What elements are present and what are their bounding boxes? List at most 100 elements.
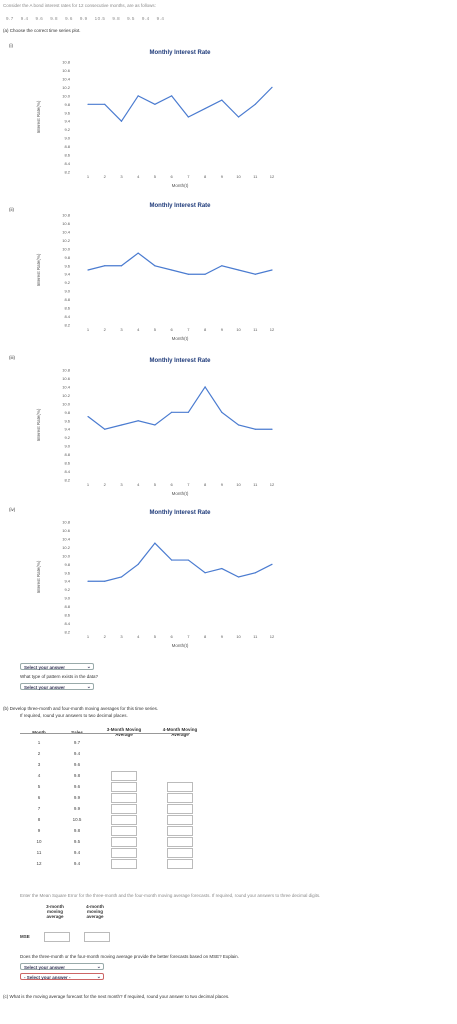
y-tick-label: 9.2 [64, 280, 70, 285]
explanation-select[interactable]: - Select your answer - ⌄ [20, 973, 104, 980]
y-tick-label: 10.6 [62, 221, 71, 226]
data-point [120, 576, 123, 578]
y-tick-label: 9.2 [64, 435, 70, 440]
x-tick-label: 4 [137, 634, 140, 639]
ma3-cell [96, 836, 152, 847]
ma3-input[interactable] [111, 803, 137, 814]
data-point [104, 265, 106, 267]
y-tick-label: 8.2 [64, 323, 70, 328]
ma4-input[interactable] [167, 836, 193, 847]
ma4-input[interactable] [167, 781, 193, 792]
plot-option-iii[interactable]: (iii) [9, 355, 15, 360]
y-tick-label: 8.6 [64, 153, 70, 158]
data-point [154, 542, 156, 544]
x-tick-label: 2 [104, 174, 107, 179]
month-cell: 8 [37, 817, 41, 822]
series-line [87, 385, 272, 430]
x-tick-label: 4 [137, 482, 140, 487]
sales-cell: 9.6 [73, 762, 81, 767]
y-tick-label: 10.2 [62, 393, 71, 398]
y-tick-label: 10.8 [62, 520, 71, 525]
data-value: 10.5 [94, 16, 106, 21]
data-point [104, 428, 106, 430]
table-row: 6 9.9 [20, 792, 208, 803]
data-point [137, 563, 139, 565]
ma3-cell [96, 792, 152, 803]
series-line [87, 252, 273, 275]
mse-3month-input[interactable] [44, 932, 70, 942]
data-value: 9.4 [20, 16, 29, 21]
ma3-input[interactable] [111, 858, 137, 869]
series-line [88, 542, 273, 582]
x-tick-label: 9 [221, 174, 224, 179]
y-tick-label: 10.8 [62, 213, 71, 218]
pattern-select[interactable]: Select your answer ⌄ [20, 683, 94, 690]
ma4-input[interactable] [167, 803, 193, 814]
data-value: 9.6 [65, 16, 73, 21]
data-value: 9.4 [156, 16, 165, 21]
data-point [87, 269, 89, 271]
data-point [237, 424, 240, 426]
mse-4month-input[interactable] [84, 932, 110, 942]
table-row: 5 9.6 [20, 781, 208, 792]
ma3-cell [96, 825, 152, 836]
y-tick-label: 10.2 [62, 545, 71, 550]
x-axis-label: Month(t) [172, 336, 189, 341]
data-point [154, 265, 156, 267]
x-tick-label: 7 [187, 174, 190, 179]
y-tick-label: 9.6 [64, 110, 70, 115]
chart-title: Monthly Interest Rate [149, 203, 211, 209]
data-value: 9.6 [35, 16, 44, 21]
y-tick-label: 8.8 [64, 297, 70, 302]
y-tick-label: 9.8 [64, 562, 70, 567]
plot-option-ii[interactable]: (ii) [9, 207, 14, 212]
y-tick-label: 10.4 [62, 536, 71, 541]
ma4-input[interactable] [167, 825, 193, 836]
ma3-input[interactable] [111, 847, 137, 858]
x-tick-label: 3 [120, 174, 123, 179]
x-tick-label: 1 [87, 634, 90, 639]
series-line [88, 86, 273, 123]
data-point [154, 103, 156, 105]
table-row: 7 9.9 [20, 803, 208, 814]
data-point [237, 269, 240, 271]
plot-option-i[interactable]: (i) [9, 43, 13, 48]
x-tick-label: 1 [87, 174, 90, 179]
x-tick-label: 6 [171, 482, 174, 487]
y-tick-label: 9.0 [64, 289, 70, 294]
ma4-input[interactable] [167, 814, 193, 825]
chart-title: Monthly Interest Rate [149, 358, 211, 364]
ma3-input[interactable] [111, 770, 137, 781]
data-point [221, 99, 223, 101]
month-cell: 2 [37, 751, 41, 756]
data-point [254, 103, 256, 105]
plot-select[interactable]: Select your answer ⌄ [20, 663, 94, 670]
data-values-row: 9.7 9.4 9.6 9.8 9.6 9.9 10.5 9.8 9.5 9.4 9.4 [6, 16, 171, 21]
ma3-input[interactable] [111, 836, 137, 847]
better-forecast-select-value: Select your answer [24, 965, 66, 970]
month-cell: 10 [36, 839, 42, 844]
month-cell: 3 [37, 762, 41, 767]
ma3-input[interactable] [111, 781, 137, 792]
plot-option-iv[interactable]: (iv) [9, 507, 16, 512]
data-point [254, 273, 256, 275]
x-tick-label: 12 [270, 174, 275, 179]
x-tick-label: 3 [120, 482, 123, 487]
y-tick-label: 9.6 [64, 263, 70, 268]
ma4-input[interactable] [167, 858, 193, 869]
ma3-input[interactable] [111, 792, 137, 803]
data-point [221, 567, 223, 570]
chart-iii: Monthly Interest Rate 10.8 10.6 10.4 10.2 10.… [36, 358, 275, 496]
better-forecast-select[interactable]: Select your answer ⌄ [20, 963, 104, 970]
y-tick-label: 8.4 [64, 161, 70, 166]
x-tick-label: 9 [221, 482, 224, 487]
y-tick-label: 8.8 [64, 144, 70, 149]
ma3-input[interactable] [111, 814, 137, 825]
x-tick-label: 5 [154, 634, 157, 639]
y-tick-label: 9.4 [64, 579, 70, 584]
ma3-input[interactable] [111, 825, 137, 836]
ma4-input[interactable] [167, 847, 193, 858]
data-point [187, 116, 189, 118]
ma4-input[interactable] [167, 792, 193, 803]
month-header: Month [32, 729, 46, 735]
